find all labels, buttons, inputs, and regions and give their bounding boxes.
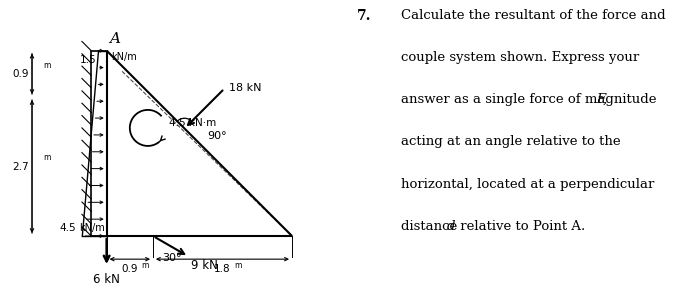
Text: m: m <box>43 61 50 70</box>
Text: kN/m: kN/m <box>79 223 105 233</box>
Text: 7.: 7. <box>357 9 372 23</box>
Text: A: A <box>109 31 120 45</box>
Text: 90°: 90° <box>208 131 228 141</box>
Text: 30°: 30° <box>162 253 181 263</box>
Text: 6 kN: 6 kN <box>93 273 120 286</box>
Text: m: m <box>43 153 50 162</box>
Text: horizontal, located at a perpendicular: horizontal, located at a perpendicular <box>400 178 654 191</box>
Text: m: m <box>234 261 241 270</box>
Polygon shape <box>106 51 292 236</box>
Text: 0.9: 0.9 <box>122 264 138 274</box>
Text: 4.5: 4.5 <box>60 223 76 233</box>
Text: F,: F, <box>596 93 608 106</box>
Text: answer as a single force of magnitude: answer as a single force of magnitude <box>400 93 660 106</box>
Text: couple system shown. Express your: couple system shown. Express your <box>400 51 639 64</box>
Text: 4.5 kN·m: 4.5 kN·m <box>169 118 217 128</box>
Text: kN/m: kN/m <box>111 52 136 62</box>
Text: 18 kN: 18 kN <box>229 83 261 94</box>
Text: acting at an angle relative to the: acting at an angle relative to the <box>400 135 620 148</box>
Text: 1.8: 1.8 <box>214 264 231 274</box>
Text: 2.7: 2.7 <box>12 162 29 171</box>
Text: 0.9: 0.9 <box>12 69 29 79</box>
Text: m: m <box>141 261 148 270</box>
Text: relative to Point A.: relative to Point A. <box>456 220 586 233</box>
Text: 9 kN: 9 kN <box>191 259 218 272</box>
Text: distance: distance <box>400 220 461 233</box>
Text: 1.5: 1.5 <box>79 55 96 65</box>
Text: d: d <box>447 220 456 233</box>
Text: Calculate the resultant of the force and: Calculate the resultant of the force and <box>400 9 665 22</box>
